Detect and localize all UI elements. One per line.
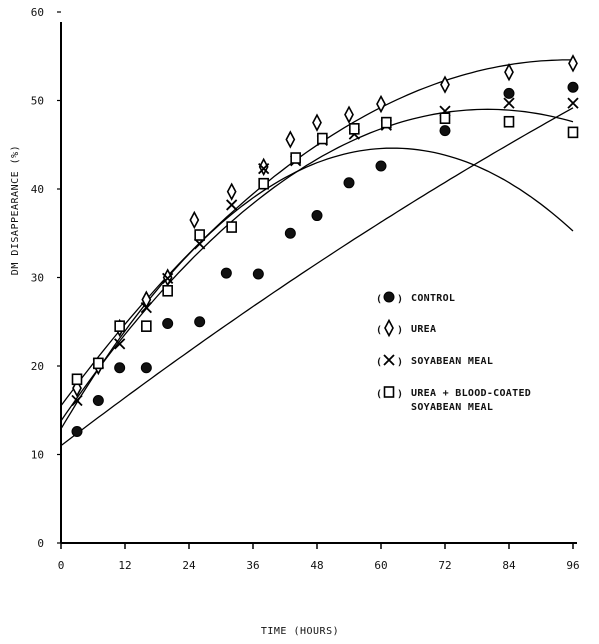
data-point: [252, 268, 264, 280]
legend-label: UREA + BLOOD-COATED: [411, 388, 531, 399]
data-point: [568, 54, 578, 73]
x-tick-label: 12: [118, 559, 131, 572]
fit-curve-urea-blood-coated-soyabean-meal: [60, 147, 574, 430]
data-point: [194, 316, 206, 328]
data-point: [375, 160, 387, 172]
x-tick-label: 96: [566, 559, 579, 572]
legend-paren-open: (: [376, 294, 382, 305]
legend-item-urea: () UREA: [376, 318, 436, 338]
y-tick-label: 60: [31, 6, 44, 19]
data-point: [220, 267, 232, 279]
data-point: [162, 318, 174, 330]
data-point: [349, 123, 360, 135]
x-axis-label: TIME (HOURS): [261, 626, 339, 637]
series-control: [71, 81, 579, 437]
data-point: [162, 284, 173, 297]
data-point: [439, 125, 451, 137]
legend-paren-close: ): [397, 357, 403, 368]
data-point: [92, 395, 104, 407]
legend-label: SOYABEAN MEAL: [411, 356, 493, 367]
data-point: [71, 425, 83, 437]
data-point: [567, 126, 579, 139]
legend-paren-close: ): [397, 294, 403, 305]
x-tick-label: 48: [310, 559, 323, 572]
y-tick-label: 0: [37, 537, 44, 550]
data-point: [290, 152, 301, 164]
data-point: [141, 320, 152, 332]
x-tick-label: 60: [374, 559, 387, 572]
y-tick-label: 30: [31, 272, 44, 285]
fit-curve-urea: [60, 59, 573, 407]
data-point: [440, 75, 450, 94]
legend-paren-open: (: [376, 389, 382, 400]
data-point: [376, 94, 386, 114]
x-tick-label: 0: [58, 559, 65, 572]
data-point: [503, 87, 515, 99]
data-point: [140, 301, 152, 314]
data-point: [284, 227, 296, 239]
data-point: [311, 210, 323, 222]
data-point: [226, 182, 237, 201]
series-urea: [72, 54, 578, 398]
data-point: [189, 210, 200, 230]
data-point: [114, 338, 126, 350]
data-point: [226, 199, 238, 211]
data-point: [71, 373, 83, 386]
legend-label: SOYABEAN MEAL: [411, 402, 493, 413]
data-point: [503, 97, 515, 109]
data-point: [317, 132, 328, 145]
legend-marker: [383, 354, 395, 366]
y-tick-label: 10: [31, 449, 44, 462]
legend-label: CONTROL: [411, 293, 455, 304]
data-point: [194, 229, 205, 241]
legend-item-soyabean: () SOYABEAN MEAL: [376, 354, 493, 368]
data-point: [344, 105, 354, 124]
y-tick-label: 40: [31, 183, 44, 196]
legend-paren-open: (: [376, 357, 382, 368]
data-points: [71, 54, 579, 437]
data-point: [71, 394, 83, 407]
data-point: [504, 62, 514, 82]
legend-marker: [384, 318, 394, 338]
data-point: [114, 362, 126, 374]
legend-paren-close: ): [397, 389, 403, 400]
series-urea-blood-coated-soyabean-meal: [71, 112, 579, 386]
y-tick-label: 20: [31, 360, 44, 373]
fit-curve-control: [60, 107, 574, 447]
x-tick-label: 36: [246, 559, 259, 572]
legend-paren-close: ): [397, 325, 403, 336]
fit-curve-soyabean-meal: [60, 108, 574, 422]
x-tick-label: 72: [438, 559, 451, 572]
data-point: [439, 112, 451, 124]
data-point: [567, 97, 579, 109]
legend-item-control: () CONTROL: [376, 291, 455, 305]
data-point: [285, 130, 296, 149]
data-point: [114, 320, 125, 332]
legend-label: UREA: [411, 324, 436, 335]
data-point: [226, 221, 237, 233]
data-point: [503, 115, 515, 128]
data-point: [140, 362, 152, 374]
x-tick-label: 84: [502, 559, 516, 572]
data-point: [258, 163, 270, 175]
data-point: [567, 81, 579, 93]
data-point: [381, 116, 392, 129]
data-point: [343, 177, 355, 189]
legend-item-urea-blood: () UREA + BLOOD-COATED SOYABEAN MEAL: [376, 386, 531, 413]
data-point: [162, 272, 174, 285]
y-tick-label: 50: [31, 95, 44, 108]
legend-marker: [383, 291, 395, 303]
legend-paren-open: (: [376, 325, 382, 336]
legend-marker: [383, 386, 395, 398]
data-point: [258, 177, 269, 190]
data-point: [312, 113, 322, 132]
data-point: [93, 357, 104, 370]
y-axis-label: DM DISAPPEARANCE (%): [10, 145, 21, 275]
legend: () CONTROL () UREA () SOYABEAN MEAL () UREA + B…: [376, 291, 531, 413]
axes: 0 12 24 36 48 60 72 84 96 0 10 20 30 40 50 60: [31, 6, 580, 572]
x-tick-label: 24: [182, 559, 196, 572]
